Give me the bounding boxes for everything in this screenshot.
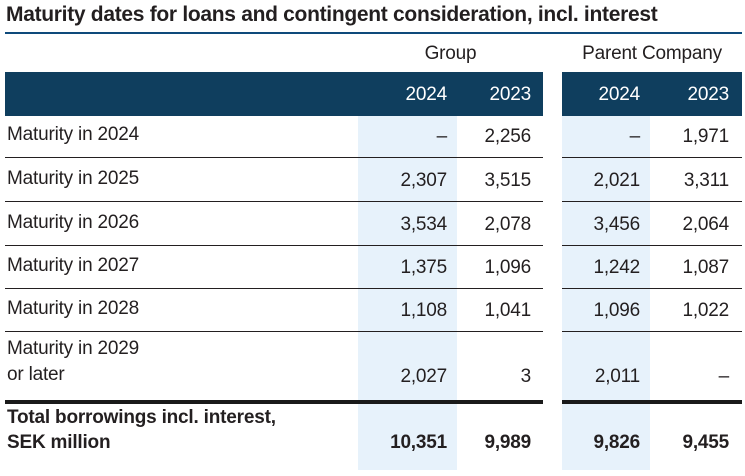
column-header-group-2023: 2023 [489, 84, 532, 105]
row-separator [562, 331, 742, 332]
highlight-column-parent-2024 [562, 116, 650, 470]
row-separator [562, 201, 742, 202]
cell-group-2023: 3 [520, 366, 532, 387]
row-label: Maturity in 2025 [7, 168, 139, 189]
table-row: Maturity in 2025 2,307 3,515 2,021 3,311 [5, 158, 742, 201]
cell-group-2024: 1,375 [400, 257, 447, 278]
total-row-label: Total borrowings incl. interest, SEK mill… [7, 405, 276, 455]
cell-parent-2024: 1,096 [593, 300, 640, 321]
cell-group-2023: 2,078 [484, 214, 531, 235]
row-label: Maturity in 2026 [7, 212, 139, 233]
total-separator [562, 400, 742, 404]
cell-group-2023: 2,256 [484, 126, 531, 147]
row-label: Maturity in 2027 [7, 255, 139, 276]
cell-group-2023: 3,515 [484, 170, 531, 191]
table-row: Maturity in 2027 1,375 1,096 1,242 1,087 [5, 246, 742, 288]
total-label-line2: SEK million [7, 432, 111, 453]
row-separator [5, 201, 543, 202]
cell-group-2024: 1,108 [400, 300, 447, 321]
row-separator [562, 245, 742, 246]
table-row: Maturity in 2029 or later 2,027 3 2,011 – [5, 331, 742, 400]
cell-parent-2024: 3,456 [593, 214, 640, 235]
cell-parent-2023: – [718, 366, 730, 387]
total-cell-parent-2024: 9,826 [593, 432, 640, 453]
row-label-line2: or later [7, 364, 65, 385]
header-bar-group [5, 72, 543, 116]
page-title: Maturity dates for loans and contingent … [6, 3, 658, 26]
cell-group-2023: 1,096 [484, 257, 531, 278]
title-rule [5, 32, 742, 34]
total-separator [5, 400, 543, 404]
table-row: Maturity in 2028 1,108 1,041 1,096 1,022 [5, 289, 742, 331]
cell-group-2023: 1,041 [484, 300, 531, 321]
column-group-header-parent-company: Parent Company [582, 43, 722, 64]
row-separator [5, 288, 543, 289]
row-separator [5, 245, 543, 246]
column-header-parent-2024: 2024 [598, 84, 641, 105]
column-group-header-group: Group [424, 43, 477, 64]
column-header-group-2024: 2024 [405, 84, 448, 105]
total-cell-group-2023: 9,989 [484, 432, 531, 453]
cell-group-2024: 2,027 [400, 366, 447, 387]
row-label: Maturity in 2028 [7, 298, 139, 319]
table-row: Maturity in 2026 3,534 2,078 3,456 2,064 [5, 202, 742, 245]
cell-parent-2024: 2,011 [594, 366, 640, 387]
row-separator [5, 157, 543, 158]
header-bar-parent [562, 72, 742, 116]
table-row: Maturity in 2024 – 2,256 – 1,971 [5, 116, 742, 157]
table-total-row: Total borrowings incl. interest, SEK mill… [5, 404, 742, 476]
cell-parent-2023: 3,311 [683, 170, 729, 191]
row-label-line1: Maturity in 2029 [7, 338, 139, 359]
column-header-parent-2023: 2023 [687, 84, 730, 105]
total-cell-parent-2023: 9,455 [682, 432, 729, 453]
cell-parent-2024: 1,242 [593, 257, 640, 278]
cell-group-2024: – [436, 126, 448, 147]
cell-parent-2024: 2,021 [593, 170, 640, 191]
cell-group-2024: 2,307 [400, 170, 447, 191]
row-label: Maturity in 2024 [7, 124, 139, 145]
cell-parent-2024: – [629, 126, 641, 147]
row-separator [562, 288, 742, 289]
cell-parent-2023: 1,087 [682, 257, 729, 278]
row-separator [5, 331, 543, 332]
cell-parent-2023: 1,971 [682, 126, 729, 147]
cell-group-2024: 3,534 [400, 214, 447, 235]
highlight-column-group-2024 [358, 116, 457, 470]
total-cell-group-2024: 10,351 [390, 432, 447, 453]
row-separator [562, 157, 742, 158]
cell-parent-2023: 2,064 [682, 214, 729, 235]
total-label-line1: Total borrowings incl. interest, [7, 407, 276, 428]
cell-parent-2023: 1,022 [682, 300, 729, 321]
row-label: Maturity in 2029 or later [7, 336, 139, 388]
